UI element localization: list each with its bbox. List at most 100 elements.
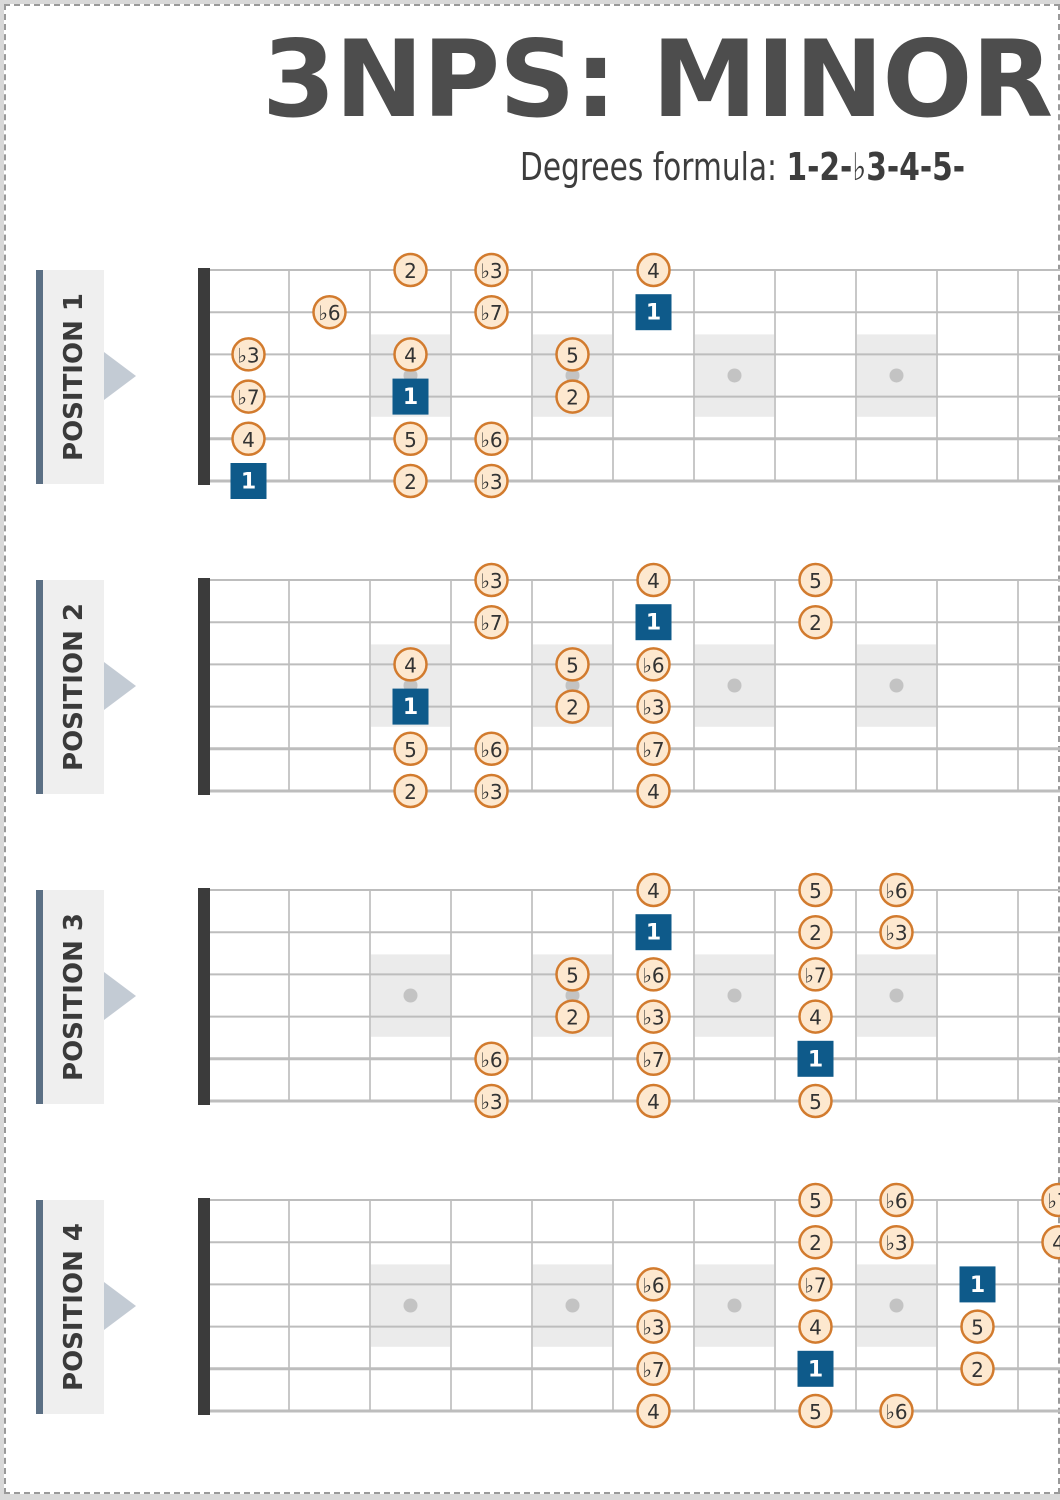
note-circle	[798, 914, 833, 950]
note-label: 4	[242, 428, 255, 452]
note-label: ♭7	[804, 963, 826, 987]
root-note-label: 1	[646, 611, 661, 636]
note-circle	[636, 689, 671, 724]
root-note-label: 1	[646, 301, 661, 326]
note-circle	[636, 1083, 671, 1119]
nut	[198, 268, 210, 485]
note-circle	[879, 1224, 914, 1260]
fretboard-2: ♭3 4 5 ♭7 1 2 4 5 ♭6 1 2 ♭3 5 ♭6 ♭7 2 ♭3 4	[198, 562, 1060, 809]
root-note-box	[635, 604, 672, 641]
note-circle	[555, 999, 590, 1034]
note-label: 4	[404, 343, 417, 367]
root-note-label: 1	[646, 921, 661, 946]
note-circle	[393, 252, 428, 288]
note-label: ♭7	[642, 1358, 664, 1382]
note-label: 2	[566, 1006, 579, 1030]
position-label-3: POSITION 3	[36, 890, 104, 1104]
note-circle	[555, 647, 590, 682]
note-circle	[231, 337, 266, 372]
note-label: ♭3	[237, 343, 259, 367]
fret-marker-dot	[889, 1298, 904, 1313]
note-circle	[636, 1267, 671, 1302]
note-circle	[798, 957, 833, 992]
note-label: ♭3	[642, 1006, 664, 1030]
note-circle	[636, 999, 671, 1034]
note-label: 4	[1052, 1231, 1060, 1255]
note-circle	[798, 1224, 833, 1260]
note-circle	[231, 421, 266, 457]
note-circle	[879, 1393, 914, 1429]
root-note-label: 1	[808, 1357, 823, 1382]
fret-marker-dot	[403, 988, 418, 1003]
note-label: ♭3	[480, 470, 502, 494]
note-circle	[879, 914, 914, 950]
formula-label: Degrees formula:	[520, 145, 778, 189]
position-arrow-icon	[104, 352, 136, 400]
note-label: ♭7	[642, 738, 664, 762]
note-circle	[474, 463, 509, 499]
fretboard-1: 2 ♭3 4 ♭6 ♭7 1 ♭3 4 5 ♭7 1 2 4 5 ♭6 1 2 ♭3	[198, 252, 1060, 499]
fret-marker-dot	[727, 368, 742, 383]
fret-marker-dot	[565, 1298, 580, 1313]
formula-value: 1-2-♭3-4-5-	[786, 145, 966, 189]
note-circle	[636, 562, 671, 598]
root-note-box	[230, 463, 267, 499]
note-circle	[798, 1182, 833, 1218]
note-circle	[474, 773, 509, 809]
note-label: 2	[566, 386, 579, 410]
note-circle	[474, 1083, 509, 1119]
note-label: ♭3	[480, 569, 502, 593]
note-circle	[312, 294, 347, 330]
note-label: ♭3	[480, 780, 502, 804]
note-label: ♭7	[1047, 1189, 1060, 1213]
note-label: 2	[809, 1231, 822, 1255]
note-label: 5	[404, 428, 417, 452]
root-note-box	[392, 378, 429, 415]
note-circle	[636, 731, 671, 767]
note-circle	[636, 773, 671, 809]
note-label: 4	[404, 653, 417, 677]
note-label: ♭3	[885, 921, 907, 945]
note-circle	[798, 1309, 833, 1344]
note-label: 2	[809, 611, 822, 635]
root-note-label: 1	[808, 1047, 823, 1072]
note-label: 4	[647, 879, 660, 903]
note-label: 4	[647, 569, 660, 593]
fret-marker-dot	[565, 368, 580, 383]
note-circle	[231, 379, 266, 414]
note-label: ♭7	[804, 1273, 826, 1297]
fret-marker-dot	[889, 368, 904, 383]
position-label-1: POSITION 1	[36, 270, 104, 484]
note-circle	[636, 647, 671, 682]
note-circle	[798, 604, 833, 640]
note-circle	[1041, 1182, 1060, 1218]
page-title: 3NPS: MINOR	[262, 18, 1053, 141]
nut	[198, 578, 210, 795]
fret-marker-dot	[403, 1298, 418, 1313]
root-note-label: 1	[403, 385, 418, 410]
note-circle	[474, 421, 509, 457]
note-label: 4	[647, 1090, 660, 1114]
root-note-box	[797, 1040, 834, 1077]
note-label: ♭6	[318, 301, 340, 325]
fretboard-3: 4 5 ♭6 1 2 ♭3 5 ♭6 ♭7 2 ♭3 4 ♭6 ♭7 1 ♭3 4 5	[198, 872, 1060, 1119]
note-circle	[555, 337, 590, 372]
fret-marker-dot	[889, 988, 904, 1003]
nut	[198, 1198, 210, 1415]
note-label: 5	[971, 1316, 984, 1340]
fret-marker-dot	[565, 988, 580, 1003]
note-label: 5	[566, 653, 579, 677]
note-label: ♭3	[885, 1231, 907, 1255]
root-note-box	[392, 688, 429, 725]
note-circle	[798, 1083, 833, 1119]
degrees-formula: Degrees formula: 1-2-♭3-4-5-	[520, 142, 965, 192]
position-arrow-icon	[104, 1282, 136, 1330]
note-label: ♭6	[885, 1189, 907, 1213]
note-circle	[636, 1041, 671, 1077]
position-label-4: POSITION 4	[36, 1200, 104, 1414]
note-label: 2	[404, 259, 417, 283]
note-circle	[1041, 1224, 1060, 1260]
root-note-label: 1	[403, 695, 418, 720]
note-circle	[393, 731, 428, 767]
